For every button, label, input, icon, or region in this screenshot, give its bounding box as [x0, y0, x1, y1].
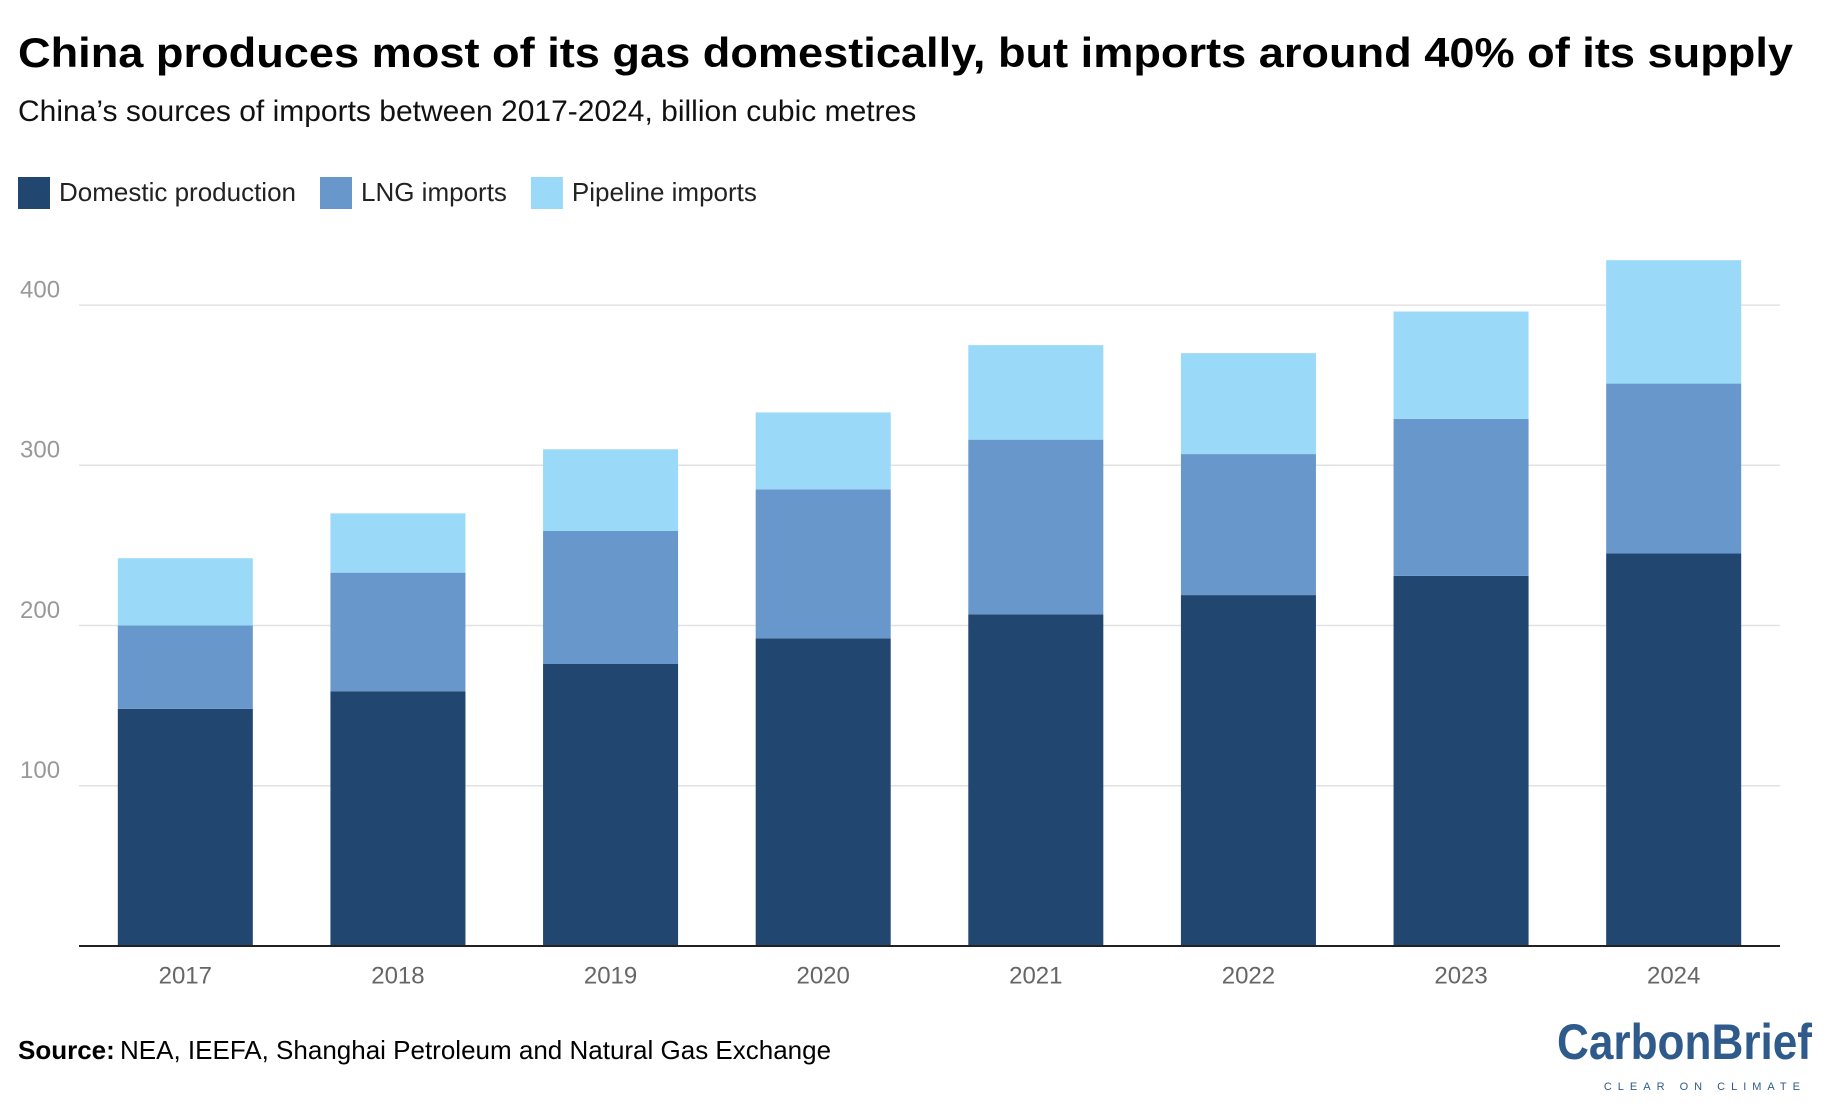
legend-swatch [530, 177, 563, 209]
bar-segment [1606, 553, 1742, 946]
bar-segment [1393, 575, 1529, 946]
bar-segment [543, 530, 679, 664]
bar-segment [1606, 383, 1742, 554]
bar-segment [1180, 595, 1316, 946]
x-tick-label: 2022 [1222, 962, 1275, 989]
legend-label: Pipeline imports [572, 177, 757, 207]
bar-segment [1180, 454, 1316, 596]
x-tick-label: 2019 [584, 962, 637, 989]
bar-segment [755, 412, 891, 490]
bar-segment [1180, 353, 1316, 455]
bar-segment [543, 663, 679, 946]
source-text: NEA, IEEFA, Shanghai Petroleum and Natur… [120, 1035, 831, 1065]
bar-segment [1606, 260, 1742, 384]
bar-segment [117, 625, 253, 709]
source-label: Source: [18, 1035, 115, 1065]
bar-segment [968, 345, 1104, 440]
x-tick-label: 2021 [1009, 962, 1062, 989]
bar-segment [968, 439, 1104, 615]
logo: CarbonBrief [1557, 1014, 1812, 1070]
bar-segment [330, 691, 466, 946]
bar-segment [968, 614, 1104, 946]
legend-label: LNG imports [361, 177, 507, 207]
bar-segment [330, 572, 466, 692]
y-tick-label: 300 [20, 437, 60, 464]
y-tick-label: 400 [20, 276, 60, 303]
y-tick-label: 100 [20, 757, 60, 784]
bar-segment [755, 638, 891, 946]
bar-segment [1393, 418, 1529, 576]
chart-title: China produces most of its gas domestica… [18, 29, 1794, 76]
chart-subtitle: China’s sources of imports between 2017-… [18, 95, 916, 128]
x-tick-label: 2024 [1647, 962, 1700, 989]
x-tick-label: 2018 [371, 962, 424, 989]
y-tick-label: 200 [20, 597, 60, 624]
bar-segment [543, 449, 679, 531]
bar-segment [117, 708, 253, 946]
legend-swatch [320, 177, 352, 209]
bar-segment [330, 513, 466, 573]
bar-segment [755, 489, 891, 639]
x-tick-label: 2017 [159, 962, 212, 989]
x-tick-label: 2020 [796, 962, 849, 989]
legend-swatch [18, 177, 50, 209]
x-tick-label: 2023 [1434, 962, 1487, 989]
bar-segment [117, 558, 253, 626]
legend-label: Domestic production [59, 177, 296, 207]
logo-tagline: CLEAR ON CLIMATE [1604, 1081, 1806, 1093]
bar-segment [1393, 311, 1529, 419]
